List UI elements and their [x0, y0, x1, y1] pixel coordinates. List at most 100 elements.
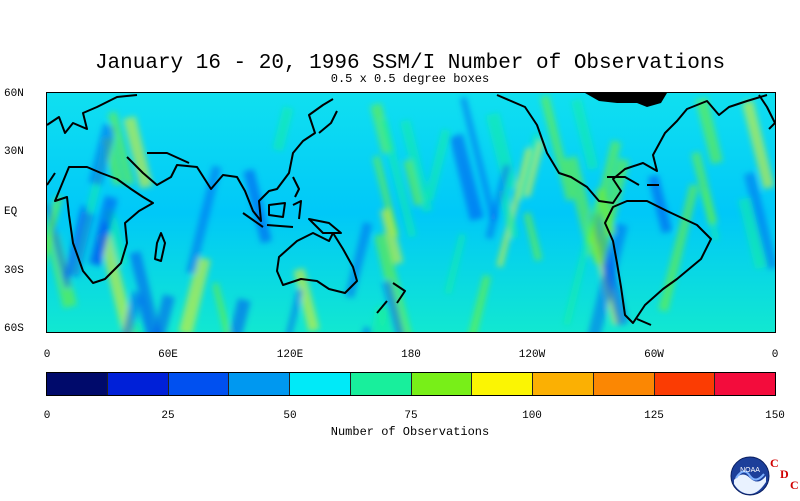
colorbar-tick-100: 100	[522, 410, 542, 422]
swath-stripe	[374, 233, 411, 332]
noaa-logo: NOAA	[730, 456, 770, 496]
coast-caribbean	[607, 176, 659, 186]
swath-stripe	[381, 280, 404, 332]
colorbar-segment	[654, 373, 716, 395]
swath-stripe	[741, 100, 775, 190]
swath-stripe	[571, 98, 599, 171]
coast-south-america	[604, 200, 712, 324]
arctic-fill	[585, 93, 667, 107]
colorbar-tick-0: 0	[43, 410, 51, 422]
swath-stripe	[376, 305, 395, 332]
swath-stripe	[212, 282, 231, 332]
coast-antarctica	[636, 318, 652, 326]
lon-label-120e: 120E	[276, 349, 304, 361]
coast-new-guinea	[308, 218, 342, 234]
swath-stripe	[523, 212, 543, 261]
colorbar-segment	[290, 373, 351, 395]
swath-stripe	[403, 159, 424, 207]
colorbar	[46, 372, 776, 396]
swath-stripe	[66, 211, 96, 278]
coast-indonesia	[242, 200, 302, 228]
swath-stripe	[379, 117, 417, 238]
swath-stripe	[370, 306, 389, 332]
swath-stripe	[123, 116, 153, 189]
swath-stripe	[185, 165, 222, 275]
swath-stripe	[738, 197, 768, 270]
coast-australia	[276, 232, 358, 294]
swath-stripe	[122, 290, 143, 332]
lat-label-eq: EQ	[4, 206, 18, 218]
swath-stripe	[153, 294, 175, 332]
swath-stripe	[108, 111, 135, 186]
map-title: January 16 - 20, 1996 SSM/I Number of Ob…	[94, 52, 726, 75]
swath-stripe	[178, 256, 211, 332]
coast-north-america	[496, 94, 768, 204]
noaa-logo-icon: NOAA	[730, 456, 770, 496]
lat-label-60n: 60N	[4, 88, 24, 100]
coast-greenland	[758, 94, 775, 130]
swath-stripe	[88, 195, 118, 267]
swath-stripe	[424, 128, 451, 201]
swath-stripe	[47, 195, 63, 259]
coast-japan	[292, 110, 338, 198]
swath-stripe	[485, 164, 511, 240]
colorbar-segment	[229, 373, 290, 395]
colorbar-tick-75: 75	[404, 410, 418, 422]
coast-africa	[47, 166, 154, 284]
colorbar-label: Number of Observations	[330, 425, 490, 439]
lat-label-30s: 30S	[4, 265, 24, 277]
colorbar-segment	[107, 373, 169, 395]
colorbar-segment	[593, 373, 655, 395]
swath-stripe	[449, 133, 484, 221]
swath-stripe	[286, 288, 304, 332]
observation-map	[46, 92, 776, 333]
colorbar-segment	[168, 373, 230, 395]
colorbar-tick-125: 125	[644, 410, 664, 422]
swath-stripe	[589, 212, 629, 326]
swath-stripe	[691, 151, 718, 225]
cdc-letter-d: D	[780, 467, 789, 481]
colorbar-tick-150: 150	[765, 410, 785, 422]
coast-europe	[47, 94, 138, 134]
lon-label-60w: 60W	[644, 349, 664, 361]
swath-stripe	[469, 274, 491, 332]
cdc-letter-c2: C	[790, 478, 799, 492]
noaa-logo-text: NOAA	[740, 467, 760, 474]
map-svg	[47, 93, 775, 332]
cdc-letter-c1: C	[770, 456, 779, 470]
swath-stripe	[98, 233, 135, 332]
swath-stripe	[517, 133, 542, 201]
swath-stripe	[588, 222, 628, 332]
swath-stripe	[400, 119, 433, 213]
swath-stripe	[460, 96, 497, 221]
swath-stripe	[129, 251, 161, 332]
lon-label-180: 180	[401, 349, 421, 361]
coast-asia	[126, 98, 334, 222]
coastlines	[47, 94, 775, 326]
map-subtitle: 0.5 x 0.5 degree boxes	[330, 72, 490, 86]
colorbar-segment	[411, 373, 473, 395]
swath-stripe	[272, 106, 294, 152]
coast-new-zealand	[376, 282, 406, 314]
swath-pattern	[47, 95, 775, 332]
lat-label-60s: 60S	[4, 323, 24, 335]
lon-label-0-end: 0	[771, 349, 779, 361]
colorbar-segment	[472, 373, 533, 395]
swath-stripe	[498, 189, 519, 240]
colorbar-segment	[533, 373, 594, 395]
colorbar-tick-25: 25	[161, 410, 175, 422]
cdc-logo: C D C	[766, 456, 800, 496]
swath-stripe	[135, 297, 153, 332]
lat-label-30n: 30N	[4, 146, 24, 158]
colorbar-tick-50: 50	[283, 410, 297, 422]
colorbar-segment	[47, 373, 108, 395]
swath-stripe	[496, 147, 533, 268]
swath-stripe	[243, 169, 272, 244]
lon-label-120w: 120W	[518, 349, 546, 361]
lon-label-0: 0	[43, 349, 51, 361]
swath-stripe	[444, 233, 466, 295]
swath-stripe	[743, 172, 775, 270]
coast-madagascar	[154, 232, 166, 262]
swath-stripe	[540, 95, 575, 201]
swath-stripe	[88, 123, 117, 186]
